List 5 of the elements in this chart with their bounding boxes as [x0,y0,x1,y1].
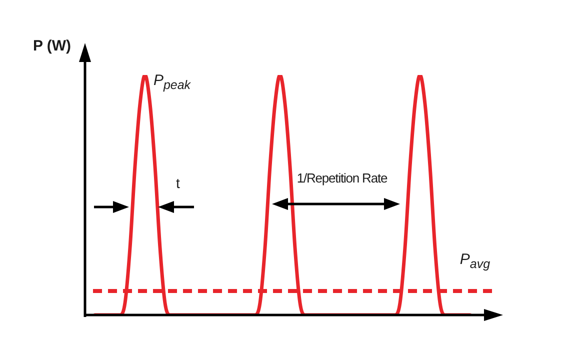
y-axis-title: P (W) [32,38,72,54]
annotation: P$_{peak}$ [153,72,191,92]
annotation: 1/Repetition Rate [296,170,388,186]
annotation: t [176,175,180,191]
ref-line-label: P$_{avg}$ [460,251,490,271]
